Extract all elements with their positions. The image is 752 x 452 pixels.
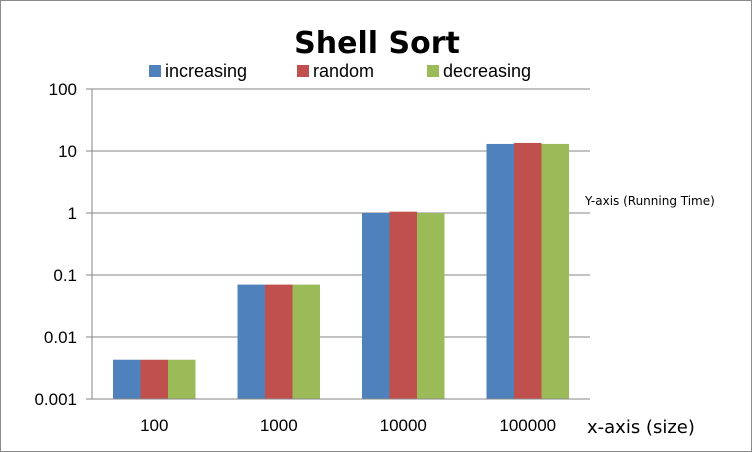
legend-swatch-random xyxy=(297,65,309,77)
legend-label-decreasing: decreasing xyxy=(443,61,531,81)
legend: increasing random decreasing xyxy=(149,61,531,81)
bar-decreasing-10000 xyxy=(417,213,445,399)
x-axis-label: x-axis (size) xyxy=(587,417,695,438)
bars xyxy=(113,142,569,399)
y-tick-label: 100 xyxy=(49,80,77,99)
y-tick-label: 1 xyxy=(68,204,77,223)
bar-increasing-100 xyxy=(113,359,141,399)
legend-swatch-decreasing xyxy=(427,65,439,77)
y-tick-label: 0.01 xyxy=(44,328,77,347)
axes xyxy=(91,89,590,400)
legend-label-increasing: increasing xyxy=(165,61,247,81)
legend-label-random: random xyxy=(313,61,374,81)
y-tick-label: 0.001 xyxy=(34,390,77,409)
y-tick-label: 10 xyxy=(58,142,77,161)
x-tick-label: 10000 xyxy=(380,416,427,435)
bar-decreasing-1000 xyxy=(292,284,320,399)
x-tick-label: 100000 xyxy=(499,416,556,435)
bar-random-1000 xyxy=(265,284,293,399)
x-tick-labels: 100 1000 10000 100000 xyxy=(140,416,556,435)
y-tick-labels: 0.001 0.01 0.1 1 10 100 xyxy=(34,80,77,409)
bar-increasing-100000 xyxy=(486,143,514,399)
bar-random-100000 xyxy=(514,142,542,399)
bar-increasing-1000 xyxy=(237,284,265,399)
y-tick-label: 0.1 xyxy=(53,266,77,285)
x-tick-label: 100 xyxy=(140,416,168,435)
bar-random-10000 xyxy=(389,211,417,399)
bar-decreasing-100 xyxy=(168,359,196,399)
legend-swatch-increasing xyxy=(149,65,161,77)
bar-increasing-10000 xyxy=(362,213,390,399)
y-axis-label: Y-axis (Running Time) xyxy=(584,194,715,208)
bar-decreasing-100000 xyxy=(541,143,569,399)
x-tick-label: 1000 xyxy=(260,416,298,435)
chart-title: Shell Sort xyxy=(294,26,460,61)
bar-random-100 xyxy=(140,359,168,399)
